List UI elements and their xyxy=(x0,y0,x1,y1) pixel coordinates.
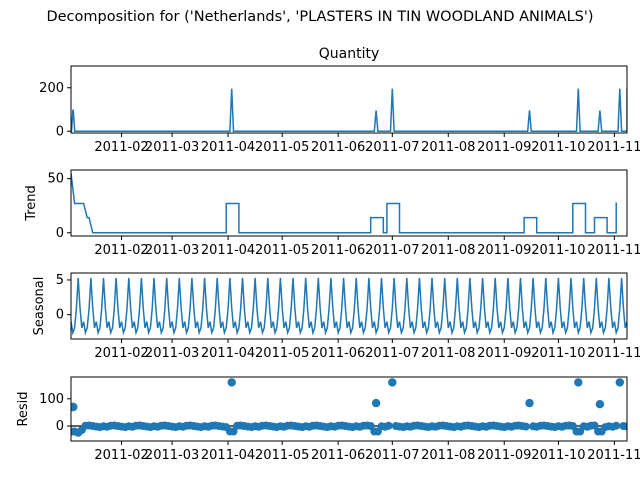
x-tick-label: 2011-02 xyxy=(94,243,148,258)
figure-suptitle: Decomposition for ('Netherlands', 'PLAST… xyxy=(46,9,593,25)
x-tick-label: 2011-06 xyxy=(311,346,365,361)
plot-area xyxy=(71,88,627,133)
x-tick-label: 2011-08 xyxy=(421,346,475,361)
x-tick-label: 2011-06 xyxy=(311,448,365,463)
x-tick-label: 2011-10 xyxy=(531,448,585,463)
y-tick-label: 0 xyxy=(56,226,64,241)
resid-point xyxy=(623,422,627,431)
x-tick-label: 2011-06 xyxy=(311,140,365,155)
resid-point xyxy=(612,421,621,430)
resid-point xyxy=(384,421,393,430)
panel-title: Quantity xyxy=(319,46,380,62)
x-tick-label: 2011-10 xyxy=(531,346,585,361)
y-tick-label: 200 xyxy=(39,81,64,96)
x-tick-label: 2011-03 xyxy=(145,243,199,258)
resid-outlier-point xyxy=(371,398,381,408)
x-tick-label: 2011-11 xyxy=(587,243,640,258)
x-tick-label: 2011-11 xyxy=(587,448,640,463)
y-tick-label: 0 xyxy=(56,419,64,434)
y-tick-label: 5 xyxy=(56,273,64,288)
resid-outlier-point xyxy=(615,378,624,387)
x-tick-label: 2011-10 xyxy=(531,243,585,258)
resid-outlier-point xyxy=(574,378,583,387)
axes-frame xyxy=(70,169,628,237)
series-line-trend xyxy=(71,173,617,234)
x-tick-label: 2011-09 xyxy=(477,243,531,258)
x-tick-label: 2011-03 xyxy=(145,448,199,463)
y-axis-label: Trend xyxy=(24,185,39,222)
resid-outlier-point xyxy=(227,378,236,387)
plot-area xyxy=(71,378,627,437)
x-tick-label: 2011-02 xyxy=(94,140,148,155)
x-tick-label: 2011-05 xyxy=(255,243,309,258)
plot-area xyxy=(71,277,627,336)
x-tick-label: 2011-11 xyxy=(587,346,640,361)
resid-point xyxy=(521,422,530,431)
resid-outlier-point xyxy=(388,378,397,387)
x-tick-label: 2011-04 xyxy=(201,140,255,155)
x-tick-label: 2011-08 xyxy=(421,140,475,155)
x-tick-label: 2011-04 xyxy=(201,448,255,463)
axes-frame xyxy=(70,272,628,340)
y-tick-label: 50 xyxy=(47,172,64,187)
x-tick-label: 2011-10 xyxy=(531,140,585,155)
x-tick-label: 2011-05 xyxy=(255,140,309,155)
x-tick-label: 2011-09 xyxy=(477,448,531,463)
series-line-quantity xyxy=(71,88,627,133)
x-tick-label: 2011-09 xyxy=(477,346,531,361)
x-tick-label: 2011-08 xyxy=(421,243,475,258)
resid-point xyxy=(590,421,599,430)
x-tick-label: 2011-03 xyxy=(145,140,199,155)
x-tick-label: 2011-07 xyxy=(365,346,419,361)
y-axis-label: Resid xyxy=(16,391,31,426)
resid-outlier-point xyxy=(595,400,605,409)
series-line-seasonal xyxy=(71,277,627,336)
plot-area xyxy=(71,173,617,234)
resid-point xyxy=(229,427,238,436)
x-tick-label: 2011-03 xyxy=(145,346,199,361)
x-tick-label: 2011-05 xyxy=(255,448,309,463)
resid-outlier-point xyxy=(71,402,78,412)
x-tick-label: 2011-05 xyxy=(255,346,309,361)
x-tick-label: 2011-02 xyxy=(94,448,148,463)
axes-frame xyxy=(70,65,628,134)
x-tick-label: 2011-07 xyxy=(365,243,419,258)
y-tick-label: 100 xyxy=(39,392,64,407)
y-tick-label: 0 xyxy=(56,124,64,139)
x-tick-label: 2011-07 xyxy=(365,140,419,155)
x-tick-label: 2011-07 xyxy=(365,448,419,463)
x-tick-label: 2011-11 xyxy=(587,140,640,155)
x-tick-label: 2011-09 xyxy=(477,140,531,155)
axes-frame xyxy=(70,376,628,442)
x-tick-label: 2011-04 xyxy=(201,346,255,361)
x-tick-label: 2011-06 xyxy=(311,243,365,258)
y-tick-label: 0 xyxy=(56,308,64,323)
x-tick-label: 2011-02 xyxy=(94,346,148,361)
resid-outlier-point xyxy=(525,398,534,408)
x-tick-label: 2011-08 xyxy=(421,448,475,463)
x-tick-label: 2011-04 xyxy=(201,243,255,258)
y-axis-label: Seasonal xyxy=(32,277,47,336)
